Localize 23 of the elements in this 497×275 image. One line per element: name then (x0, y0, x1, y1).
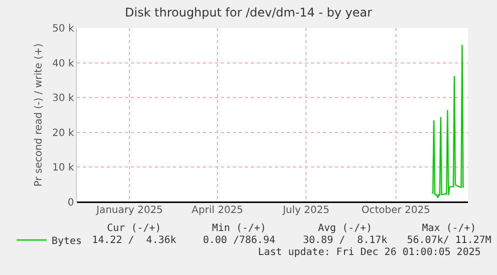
text: 56.07k/ 11.27M (407, 235, 492, 246)
text: 0.00 /786.94 (203, 235, 276, 246)
y-tick-label: 20 k (52, 128, 74, 139)
text: Cur (-/+) (107, 223, 162, 234)
text: 14.22 / 4.36k (92, 235, 176, 246)
text: 30.89 / 8.17k (303, 235, 388, 246)
x-tick-label: July 2025 (282, 205, 330, 216)
y-tick-label: 40 k (52, 58, 74, 70)
y-tick-label: 30 k (52, 93, 74, 104)
y-tick-label: 10 k (52, 162, 74, 174)
y-axis-title: Pr second read (-) / write (+) (33, 43, 44, 187)
x-tick-label: October 2025 (362, 205, 430, 216)
text: Last update: Fri Dec 26 01:00:05 2025 (258, 247, 481, 258)
x-tick-label: January 2025 (95, 205, 163, 216)
y-tick-label: 0 (68, 198, 74, 208)
chart-title: Disk throughput for /dev/dm-14 - by year (124, 6, 372, 20)
legend-label: Bytes (52, 236, 82, 247)
x-tick-label: April 2025 (192, 205, 244, 216)
text: Max (-/+) (422, 223, 476, 234)
line-series (431, 44, 465, 198)
text: Avg (-/+) (318, 223, 372, 234)
y-tick-label: 50 k (52, 24, 74, 34)
text: Min (-/+) (212, 223, 266, 234)
